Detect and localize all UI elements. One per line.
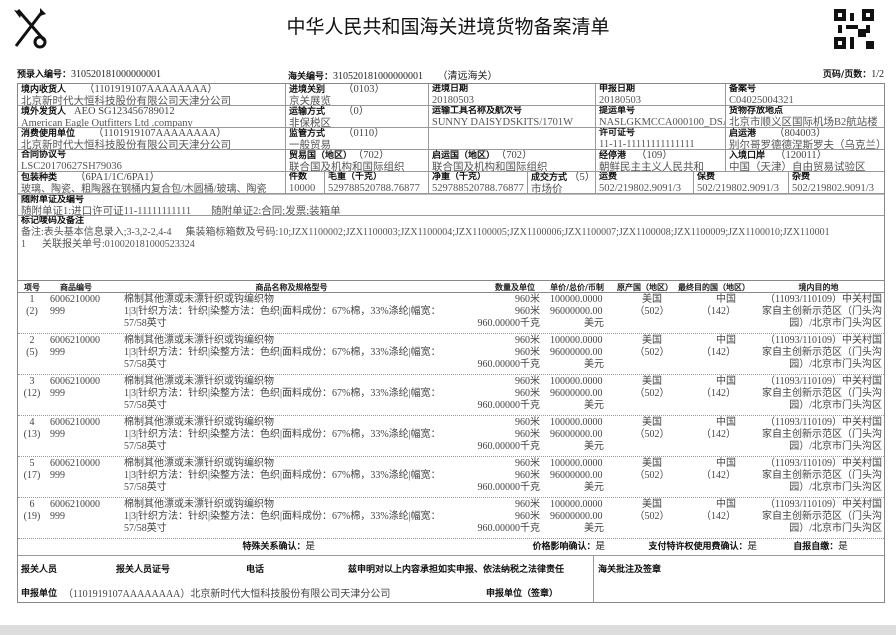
item-code: 6006210000 — [50, 376, 100, 387]
item-sub-number: (19) — [23, 511, 41, 522]
item-sub-number: (2) — [26, 306, 38, 317]
items-table-header: 项号 商品编号 商品名称及规格型号 数量及单位 单价/总价/币制 原产国（地区）… — [18, 280, 884, 293]
item-name: 棉制其他漂或未漂针织或钩编织物 — [124, 499, 274, 510]
origin-country-field: 启运国（地区） （702） 联合国及机构和国际组织 — [429, 150, 596, 171]
signature-section: 报关人员 报关人员证号 电话 兹申明对以上内容承担如实申报、依法纳税之法律责任 … — [18, 556, 884, 602]
page-bottom-bar — [0, 625, 896, 635]
item-number: 2 — [29, 335, 35, 346]
package-field: 包装种类 （6PA1/1C/6PA1） 玻璃、陶瓷、粗陶器在钢桶内复合包/木圆桶/玻… — [18, 172, 286, 193]
declare-date-field: 申报日期 20180503 — [596, 84, 726, 105]
item-sub-number: (12) — [23, 388, 41, 399]
supervision-field: 监管方式 （0110） 一般贸易 — [286, 128, 429, 149]
item-spec: 1|3|针织方法：针织|染整方法：色织|面料成份：67%棉，33%涤纶|幅宽： — [124, 388, 441, 399]
item-number: 6 — [29, 499, 35, 510]
deal-mode-field: 成交方式 （5） 市场价 — [528, 172, 596, 193]
item-row: 1 (2) 6006210000 999 棉制其他漂或未漂针织或钩编织物 1|3|针织… — [18, 293, 884, 334]
item-spec: 1|3|针织方法：针织|染整方法：色织|面料成份：67%棉，33%涤纶|幅宽： — [124, 470, 441, 481]
pieces-field: 件数 10000 — [286, 172, 325, 193]
license-field: 许可证号 11-11-11111111111111 — [596, 128, 726, 149]
item-row: 3 (12) 6006210000 999 棉制其他漂或未漂针织或钩编织物 1|3|针… — [18, 375, 884, 416]
items-list: 1 (2) 6006210000 999 棉制其他漂或未漂针织或钩编织物 1|3|针织… — [18, 293, 884, 539]
entry-date-field: 进境日期 20180503 — [429, 84, 596, 105]
entry-customs-field: 进境关别 （0103） 京关展览 — [286, 84, 429, 105]
item-spec-cont: 57/58英寸 — [124, 359, 167, 370]
item-code: 6006210000 — [50, 294, 100, 305]
trade-country-field: 贸易国（地区） （702） 联合国及机构和国际组织 — [286, 150, 429, 171]
item-code: 6006210000 — [50, 335, 100, 346]
item-name: 棉制其他漂或未漂针织或钩编织物 — [124, 417, 274, 428]
item-code: 6006210000 — [50, 458, 100, 469]
item-row: 2 (5) 6006210000 999 棉制其他漂或未漂针织或钩编织物 1|3|针织… — [18, 334, 884, 375]
consumer-field: 消费使用单位 （1101919107AAAAAAAA） 北京新时代大恒科技股份有限公… — [18, 128, 286, 149]
item-code: 6006210000 — [50, 417, 100, 428]
item-spec-cont: 57/58英寸 — [124, 441, 167, 452]
item-name: 棉制其他漂或未漂针织或钩编织物 — [124, 335, 274, 346]
item-sub-number: (17) — [23, 470, 41, 481]
item-name: 棉制其他漂或未漂针织或钩编织物 — [124, 458, 274, 469]
item-spec: 1|3|针织方法：针织|染整方法：色织|面料成份：67%棉，33%涤纶|幅宽： — [124, 511, 441, 522]
declaring-unit: （1101919107AAAAAAAA）北京新时代大恒科技股份有限公司天津分公司 — [63, 589, 391, 600]
item-spec-cont: 57/58英寸 — [124, 482, 167, 493]
consignee-field: 境内收货人 （1101919107AAAAAAAA） 北京新时代大恒科技股份有限公司… — [18, 84, 286, 105]
item-code: 6006210000 — [50, 499, 100, 510]
departure-port-field: 启运港 （804003） 别尔哥罗德德涅斯罗夫（乌克兰） — [729, 128, 884, 149]
qr-code-icon — [834, 9, 874, 49]
item-row: 4 (13) 6006210000 999 棉制其他漂或未漂针织或钩编织物 1|3|针… — [18, 416, 884, 457]
gross-weight-field: 毛重（千克） 529788520788.76877 — [325, 172, 429, 193]
item-sub-number: (13) — [23, 429, 41, 440]
item-number: 3 — [29, 376, 35, 387]
marks-remarks-field: 标记唛码及备注 备注:表头基本信息录入;3-3,2-2,4-4 集装箱标箱数及号码:… — [21, 216, 830, 250]
item-code-suffix: 999 — [50, 429, 65, 440]
freight-field: 运费 502/219802.9091/3 — [596, 172, 694, 193]
item-name: 棉制其他漂或未漂针织或钩编织物 — [124, 294, 274, 305]
storage-field: 货物存放地点 北京市顺义区国际机场B2航站楼 — [729, 106, 878, 127]
item-number: 4 — [29, 417, 35, 428]
item-spec: 1|3|针织方法：针织|染整方法：色织|面料成份：67%棉，33%涤纶|幅宽： — [124, 306, 441, 317]
item-code-suffix: 999 — [50, 347, 65, 358]
item-spec: 1|3|针织方法：针织|染整方法：色织|面料成份：67%棉，33%涤纶|幅宽： — [124, 429, 441, 440]
item-number: 5 — [29, 458, 35, 469]
insurance-field: 保费 502/219802.9091/3 — [694, 172, 789, 193]
documents-field: 随附单证及编号 随附单证1:进口许可证11-11111111111 随附单证2:合同… — [21, 195, 341, 215]
item-number: 1 — [29, 294, 35, 305]
customs-emblem-icon — [10, 6, 50, 55]
item-spec: 1|3|针织方法：针织|染整方法：色织|面料成份：67%棉，33%涤纶|幅宽： — [124, 347, 441, 358]
contract-field: 合同协议号 LSC20170627SH79036 — [18, 150, 286, 171]
item-row: 6 (19) 6006210000 999 棉制其他漂或未漂针织或钩编织物 1|3|针… — [18, 498, 884, 539]
vessel-field: 运输工具名称及航次号 SUNNY DAISYDSKITS/1701W — [429, 106, 596, 127]
item-code-suffix: 999 — [50, 388, 65, 399]
item-spec-cont: 57/58英寸 — [124, 523, 167, 534]
record-no-field: 备案号 C04025004321 — [729, 84, 794, 105]
confirmations-row: 特殊关系确认：是 价格影响确认：是 支付特许权使用费确认：是 自报自缴：是 — [18, 539, 884, 556]
item-code-suffix: 999 — [50, 470, 65, 481]
page-title: 中华人民共和国海关进境货物备案清单 — [286, 17, 610, 38]
item-code-suffix: 999 — [50, 511, 65, 522]
page-indicator: 页码/页数：1/2 — [822, 69, 884, 80]
item-row: 5 (17) 6006210000 999 棉制其他漂或未漂针织或钩编织物 1|3|针… — [18, 457, 884, 498]
misc-fee-field: 杂费 502/219802.9091/3 — [792, 172, 874, 193]
declaration-form: 境内收货人 （1101919107AAAAAAAA） 北京新时代大恒科技股份有限公司… — [17, 83, 885, 603]
consignor-field: 境外发货人 AEO SG123456789012 American Eagle Ou… — [18, 106, 286, 127]
item-sub-number: (5) — [26, 347, 38, 358]
transport-mode-field: 运输方式 （0） 非保税区 — [286, 106, 429, 127]
item-spec-cont: 57/58英寸 — [124, 400, 167, 411]
transit-port-field: 经停港 （109） 朝鲜民主主义人民共和 — [596, 150, 726, 171]
item-spec-cont: 57/58英寸 — [124, 318, 167, 329]
net-weight-field: 净重（千克） 529788520788.76877 — [429, 172, 528, 193]
customs-number: 海关编号：310520181000000001 （清远海关） — [288, 71, 498, 82]
item-name: 棉制其他漂或未漂针织或钩编织物 — [124, 376, 274, 387]
entry-port-field: 入境口岸 （120011） 中国（天津）自由贸易试验区 — [729, 150, 866, 171]
item-code-suffix: 999 — [50, 306, 65, 317]
pre-entry-number: 预录入编号：310520181000000001 — [17, 69, 162, 80]
